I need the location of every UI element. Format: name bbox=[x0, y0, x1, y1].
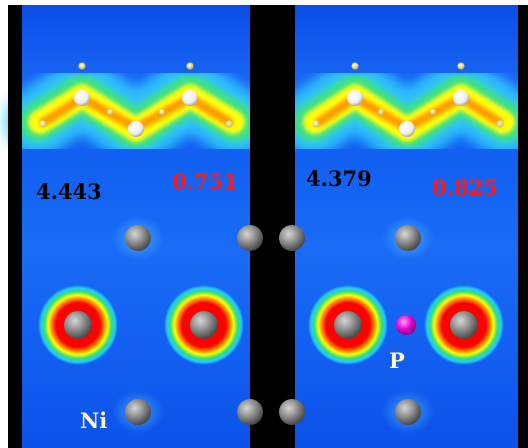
small-atom bbox=[430, 109, 436, 115]
ni-atom bbox=[395, 225, 421, 251]
left-distance-label: 4.443 bbox=[36, 179, 102, 204]
ni-atom bbox=[64, 311, 92, 339]
ni-atom-edge bbox=[237, 399, 263, 425]
p-atom bbox=[396, 315, 416, 335]
left-value-label: 0.751 bbox=[172, 169, 238, 194]
small-atom bbox=[78, 62, 86, 70]
surface-atom bbox=[347, 90, 363, 106]
small-atom bbox=[351, 62, 359, 70]
surface-atom bbox=[128, 121, 144, 137]
small-atom bbox=[457, 62, 465, 70]
surface-atom bbox=[182, 90, 198, 106]
right-value-label: 0.825 bbox=[432, 175, 498, 200]
ni-atom bbox=[334, 311, 362, 339]
atoms-left bbox=[39, 62, 263, 425]
small-atom bbox=[225, 120, 233, 128]
ni-atom bbox=[125, 399, 151, 425]
right-distance-label: 4.379 bbox=[306, 166, 372, 191]
ni-atom bbox=[190, 311, 218, 339]
small-atom bbox=[378, 109, 384, 115]
ni-atom bbox=[125, 225, 151, 251]
small-atom bbox=[496, 120, 504, 128]
ni-atom bbox=[395, 399, 421, 425]
small-atom bbox=[312, 120, 320, 128]
small-atom bbox=[186, 62, 194, 70]
small-atom bbox=[159, 109, 165, 115]
ni-atom-edge bbox=[279, 225, 305, 251]
ni-atom-edge bbox=[237, 225, 263, 251]
surface-atom bbox=[74, 90, 90, 106]
ni-atom-edge bbox=[279, 399, 305, 425]
p-atom-label: P bbox=[389, 348, 405, 373]
ni-atom bbox=[450, 311, 478, 339]
small-atom bbox=[39, 120, 47, 128]
left-edge-bar bbox=[8, 5, 22, 448]
small-atom bbox=[107, 109, 113, 115]
ni-atom-label: Ni bbox=[80, 408, 108, 433]
right-edge-bar bbox=[518, 5, 528, 448]
atoms-right bbox=[279, 62, 504, 425]
surface-atom bbox=[453, 90, 469, 106]
surface-atom bbox=[399, 121, 415, 137]
